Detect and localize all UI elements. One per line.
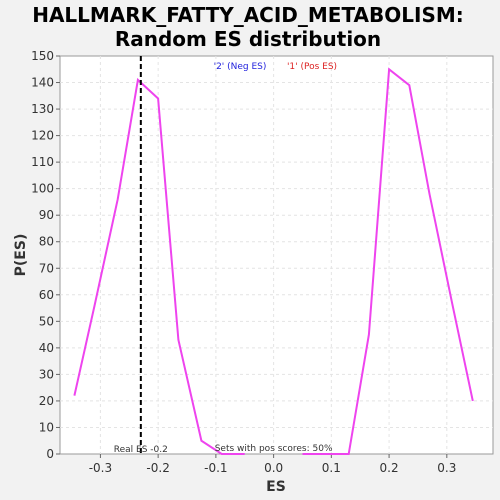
y-tick-label: 120 xyxy=(31,129,54,143)
series-line-1 xyxy=(302,67,474,455)
y-tick-label: 40 xyxy=(39,341,54,355)
x-tick-label: 0.2 xyxy=(380,461,399,475)
y-tick-label: 130 xyxy=(31,102,54,116)
y-tick-label: 150 xyxy=(31,49,54,63)
y-axis-ticks: 0 10 20 30 40 50 60 70 80 90 100 110 120 130 140 150 xyxy=(31,49,60,461)
plot-area xyxy=(59,55,494,455)
y-tick-label: 140 xyxy=(31,76,54,90)
x-tick-label: -0.3 xyxy=(89,461,112,475)
legend-entry-pos-es: '1' (Pos ES) xyxy=(287,62,337,72)
y-tick-label: 50 xyxy=(39,314,54,328)
y-tick-label: 100 xyxy=(31,182,54,196)
x-axis-ticks: -0.3 -0.2 -0.1 0.0 0.1 0.2 0.3 xyxy=(89,454,456,475)
real-es-label: Real ES -0.2 xyxy=(114,445,168,455)
y-tick-label: 80 xyxy=(39,235,54,249)
y-tick-label: 10 xyxy=(39,420,54,434)
y-tick-label: 20 xyxy=(39,394,54,408)
legend-entry-neg-es: '2' (Neg ES) xyxy=(214,62,267,72)
x-tick-label: -0.2 xyxy=(146,461,169,475)
y-tick-label: 0 xyxy=(46,447,54,461)
y-tick-label: 30 xyxy=(39,367,54,381)
y-tick-label: 60 xyxy=(39,288,54,302)
series-line-0 xyxy=(73,77,245,455)
x-tick-label: 0.1 xyxy=(322,461,341,475)
x-tick-label: -0.1 xyxy=(204,461,227,475)
y-tick-label: 110 xyxy=(31,155,54,169)
series xyxy=(73,67,474,455)
chart-title-line-2: Random ES distribution xyxy=(115,27,381,51)
y-tick-label: 70 xyxy=(39,261,54,275)
x-tick-label: 0.3 xyxy=(437,461,456,475)
y-axis-label: P(ES) xyxy=(13,234,29,277)
chart-title-line-1: HALLMARK_FATTY_ACID_METABOLISM: xyxy=(32,3,464,27)
x-tick-label: 0.0 xyxy=(264,461,283,475)
pos-score-annotation: Sets with pos scores: 50% xyxy=(215,444,333,454)
grid xyxy=(60,56,493,454)
y-tick-label: 90 xyxy=(39,208,54,222)
x-axis-label: ES xyxy=(266,479,286,495)
